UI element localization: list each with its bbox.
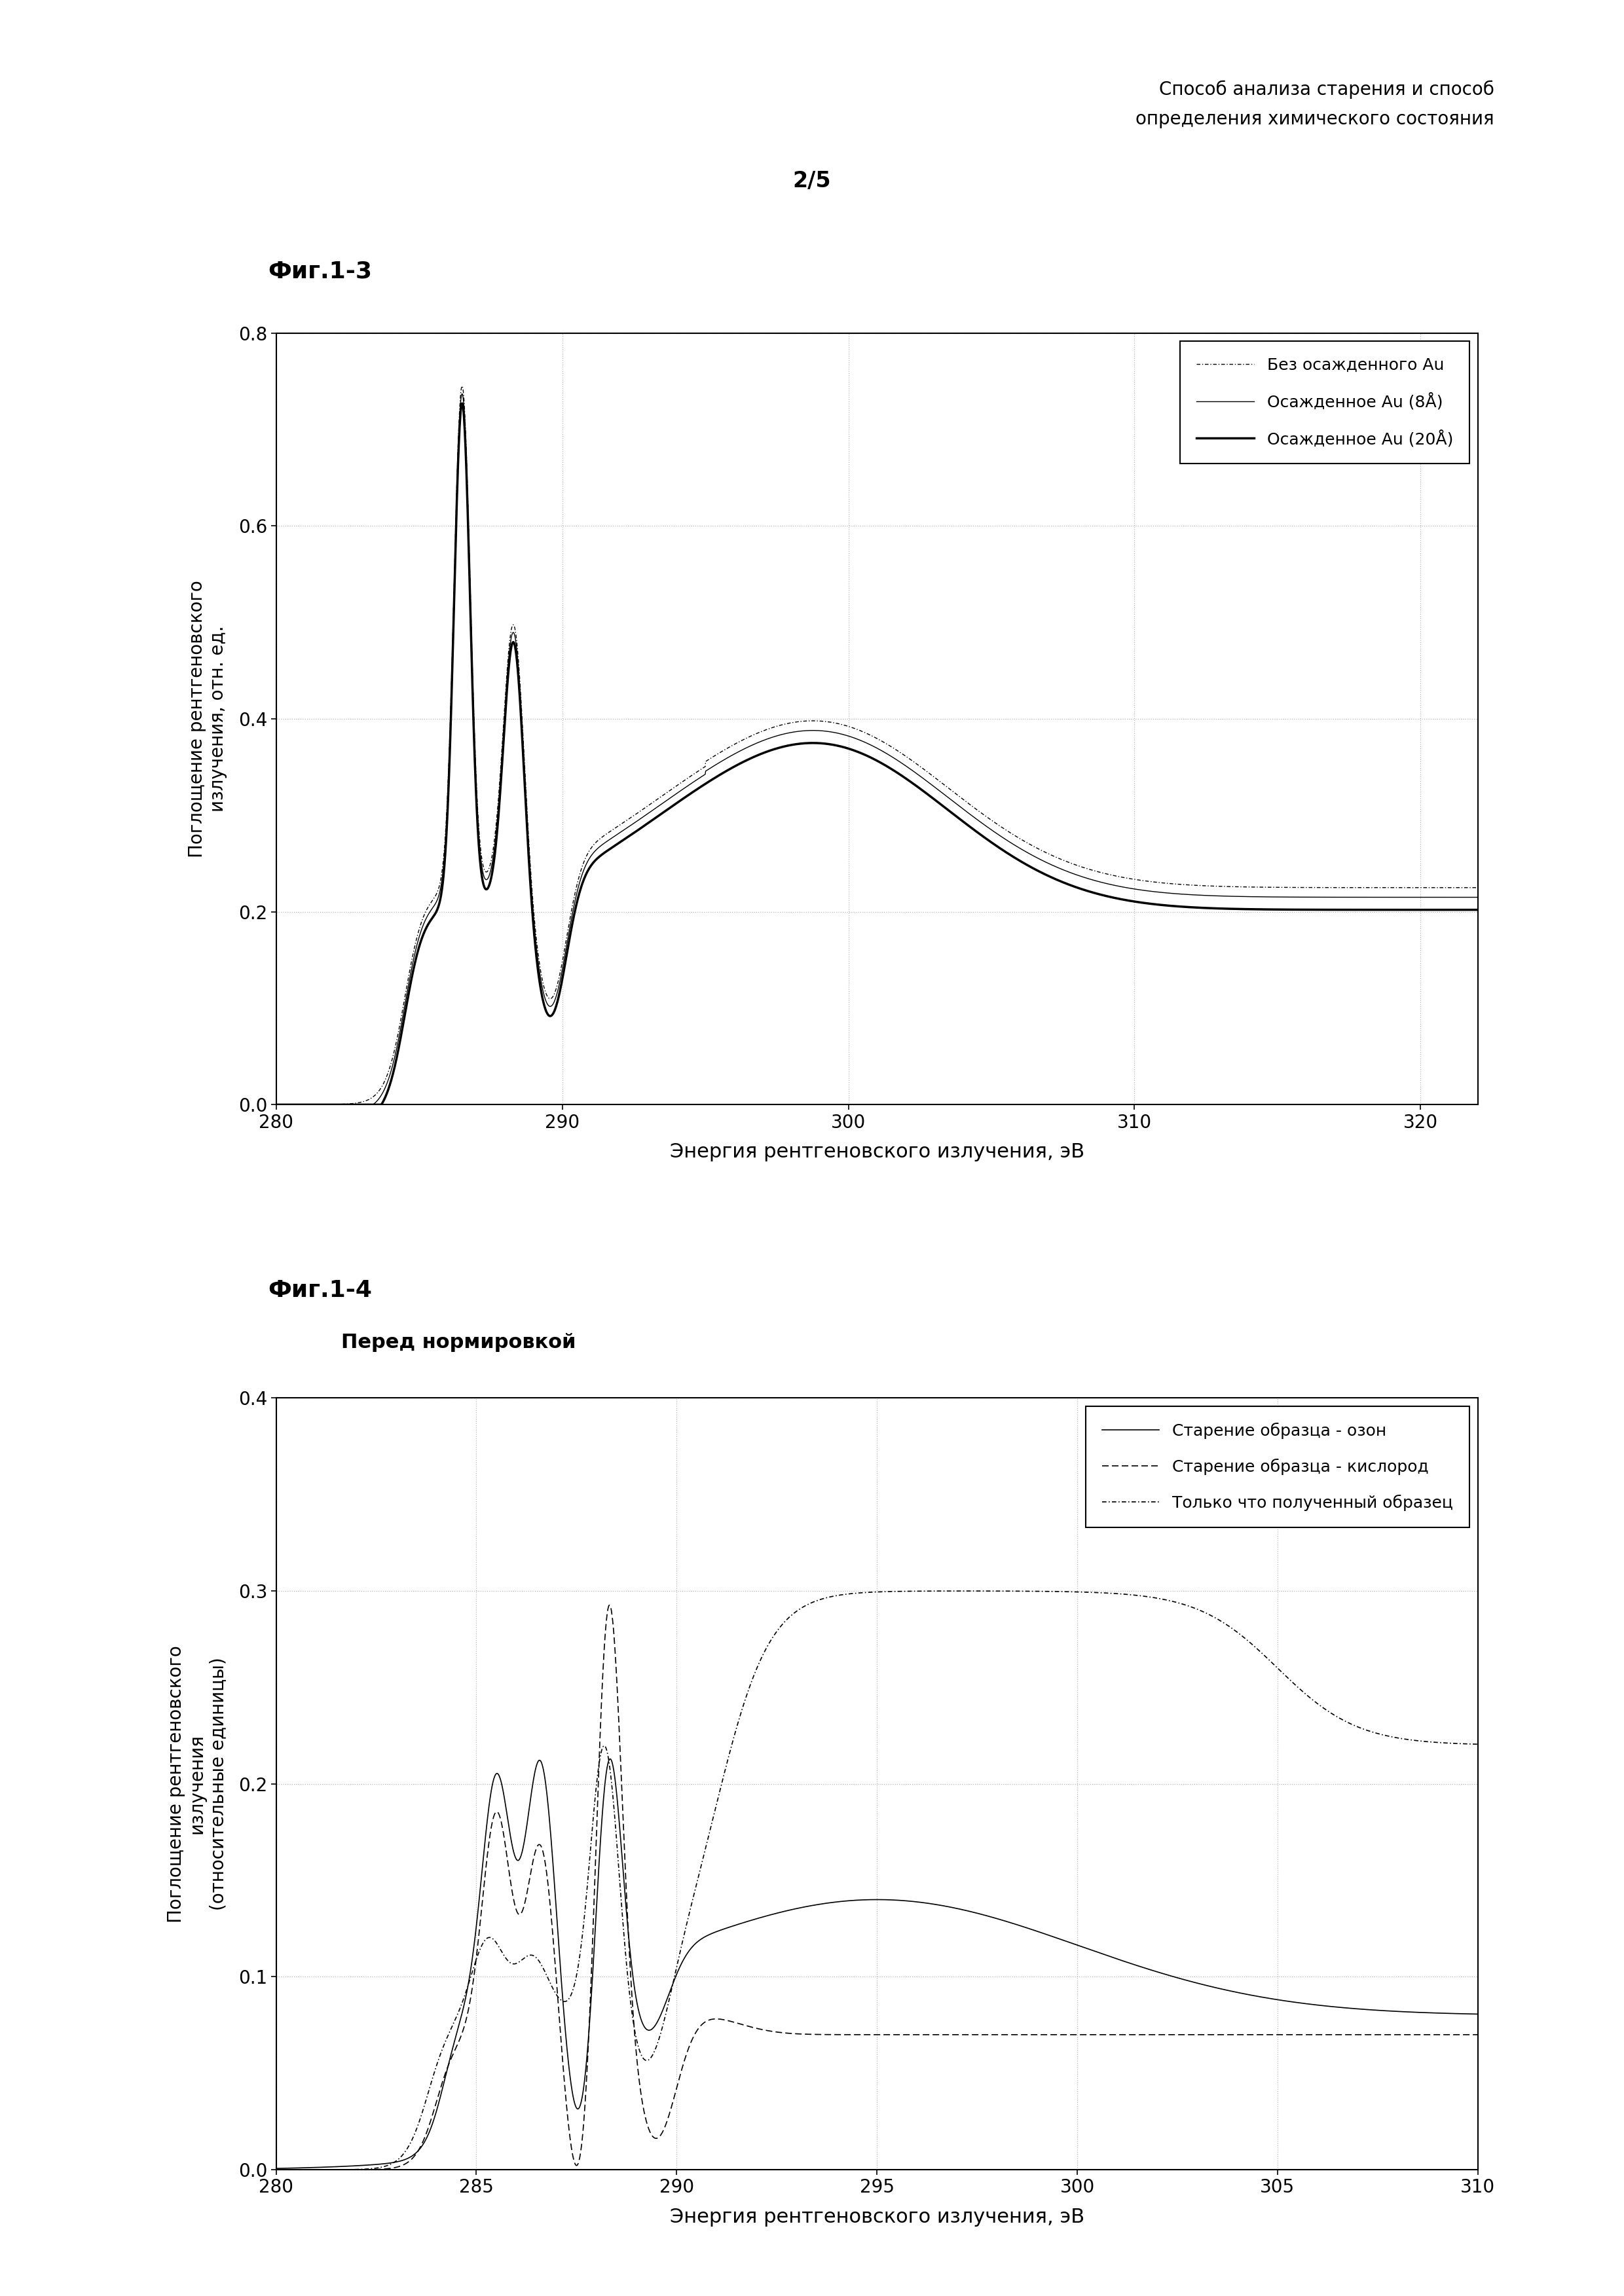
Legend: Без осажденного Au, Осажденное Au (8Å), Осажденное Au (20Å): Без осажденного Au, Осажденное Au (8Å), … xyxy=(1181,342,1470,464)
Y-axis label: Поглощение рентгеновского
излучения, отн. ед.: Поглощение рентгеновского излучения, отн… xyxy=(188,581,227,856)
X-axis label: Энергия рентгеновского излучения, эВ: Энергия рентгеновского излучения, эВ xyxy=(669,2206,1085,2227)
Y-axis label: Поглощение рентгеновского
излучения
(относительные единицы): Поглощение рентгеновского излучения (отн… xyxy=(167,1646,227,1922)
Text: Перед нормировкой: Перед нормировкой xyxy=(341,1334,577,1352)
Legend: Старение образца - озон, Старение образца - кислород, Только что полученный обра: Старение образца - озон, Старение образц… xyxy=(1086,1405,1470,1527)
Text: Способ анализа старения и способ: Способ анализа старения и способ xyxy=(1160,80,1494,99)
X-axis label: Энергия рентгеновского излучения, эВ: Энергия рентгеновского излучения, эВ xyxy=(669,1143,1085,1162)
Text: определения химического состояния: определения химического состояния xyxy=(1135,110,1494,129)
Text: Фиг.1-4: Фиг.1-4 xyxy=(268,1279,372,1302)
Text: 2/5: 2/5 xyxy=(793,170,831,191)
Text: Фиг.1-3: Фиг.1-3 xyxy=(268,259,372,282)
